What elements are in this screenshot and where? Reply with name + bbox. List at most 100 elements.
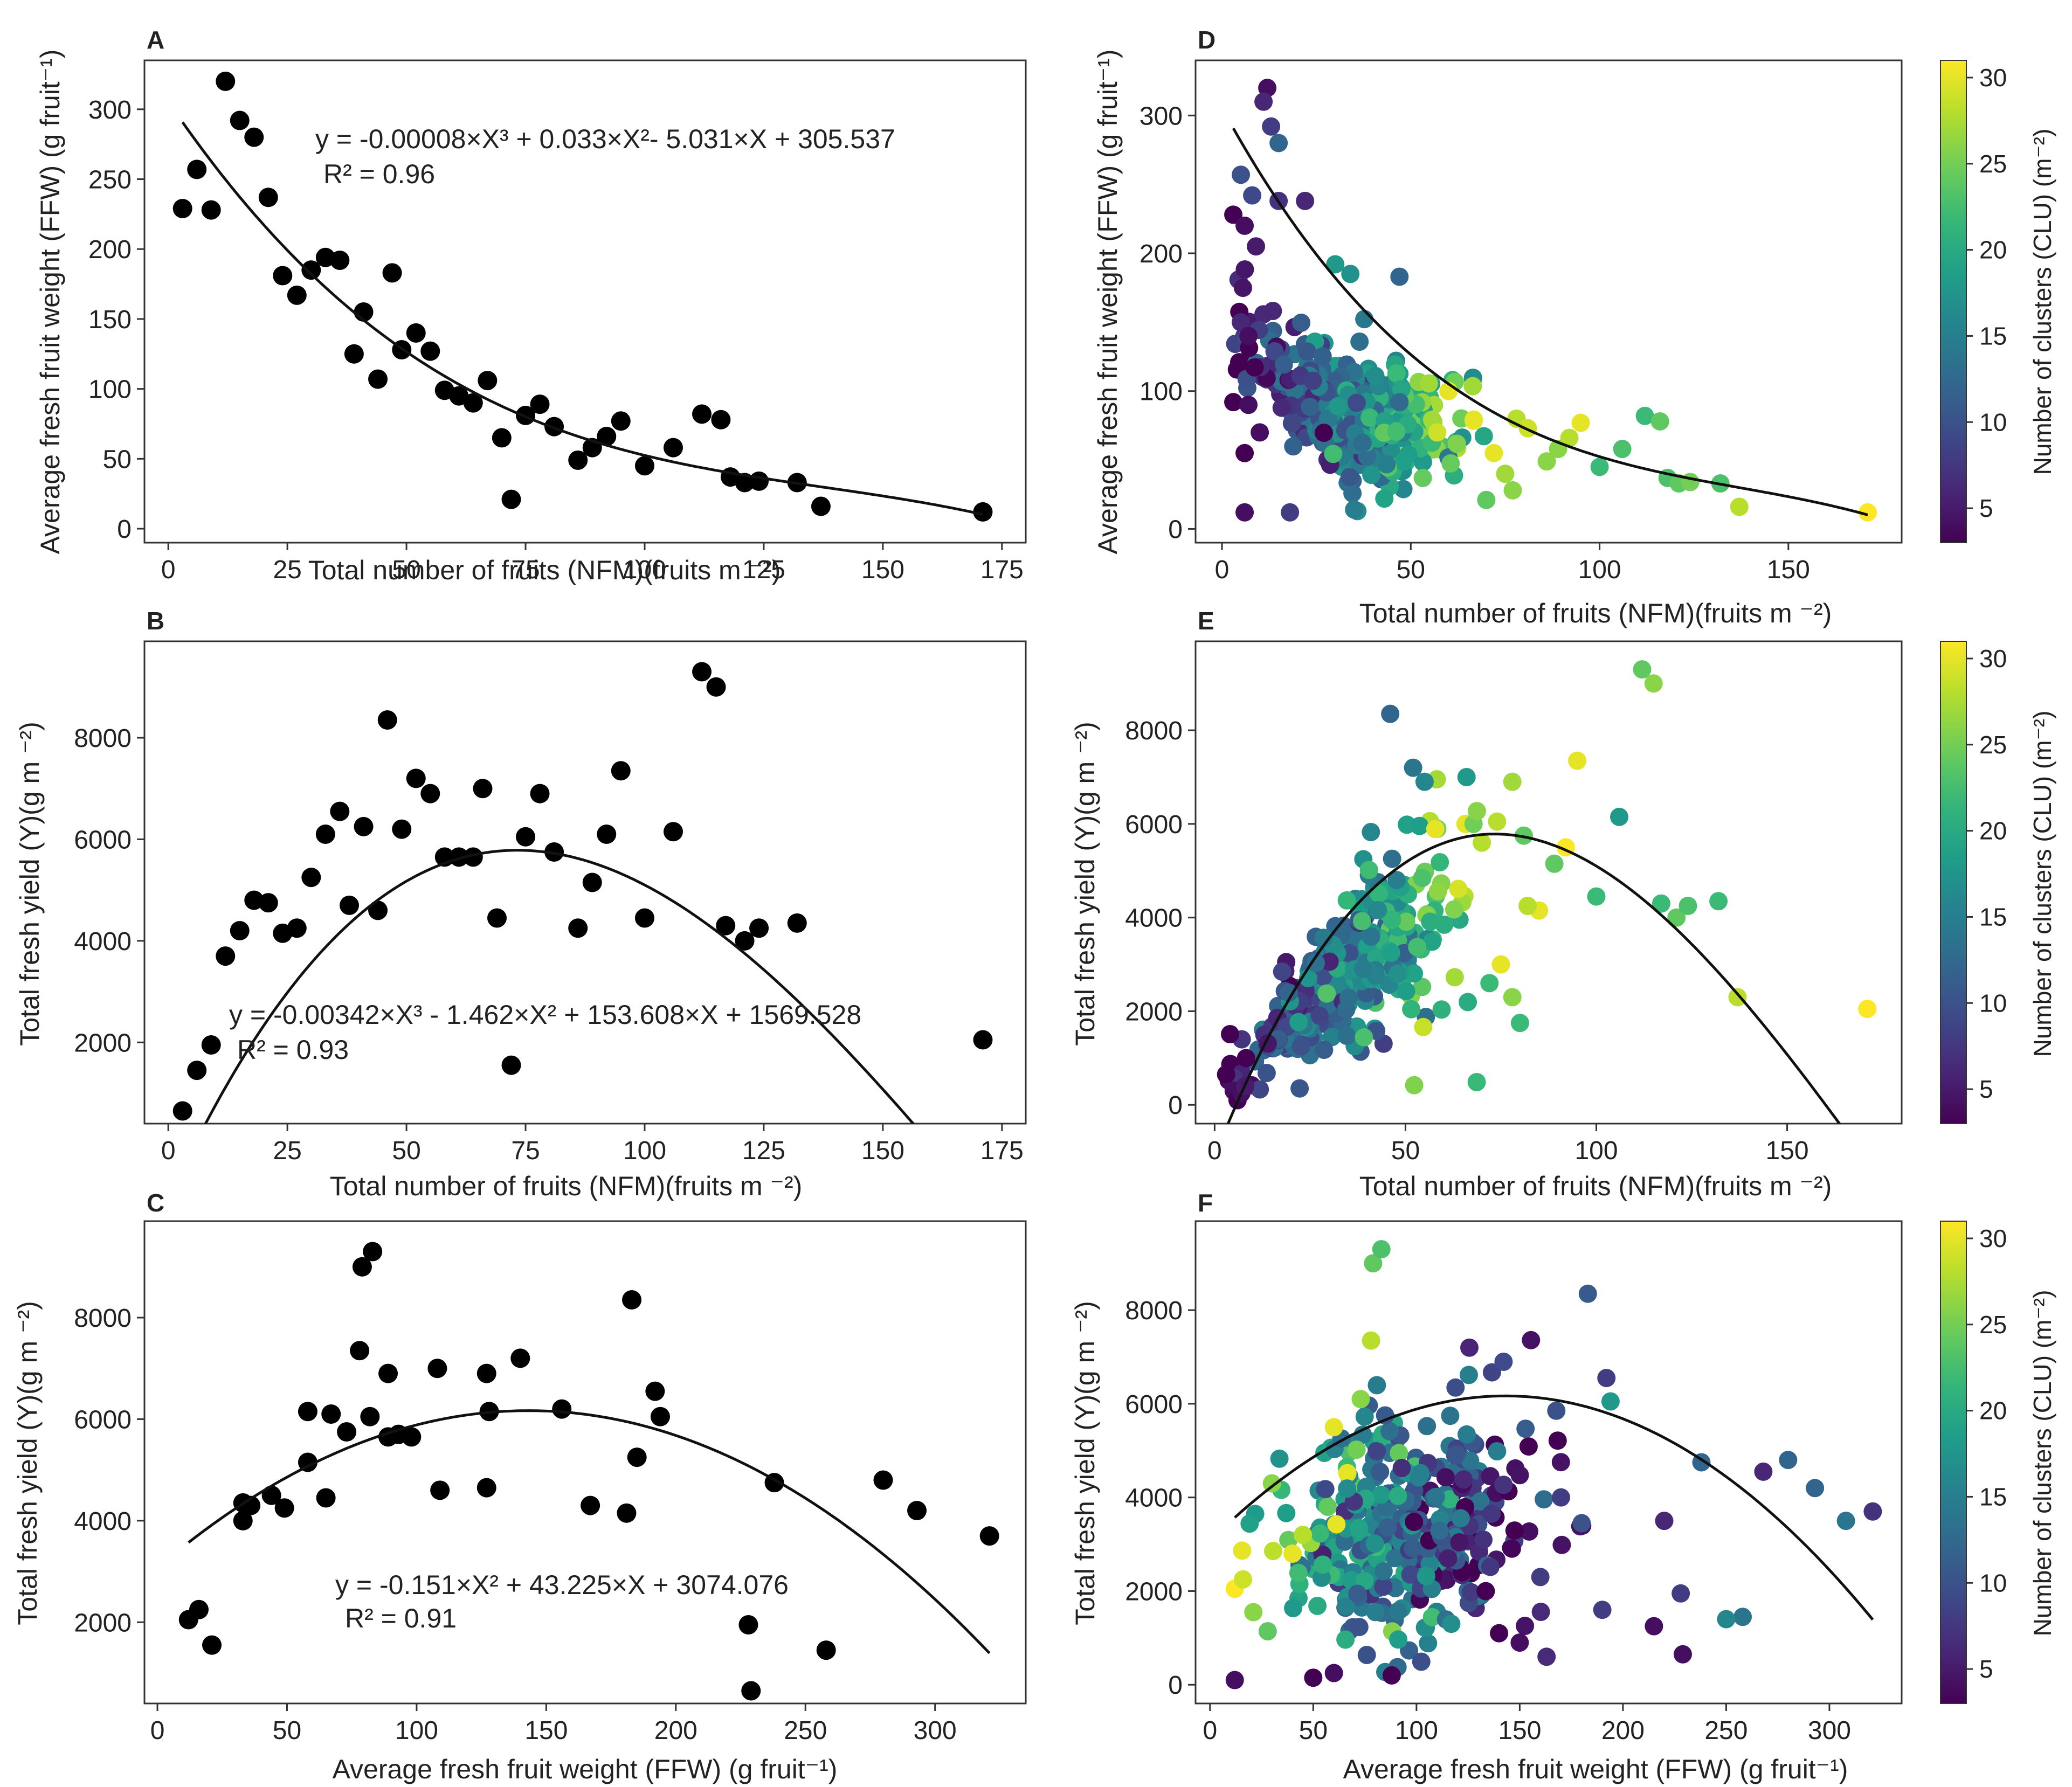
data-point <box>1481 1557 1500 1576</box>
data-point <box>1428 423 1447 442</box>
plot-area <box>178 1242 999 1701</box>
y-tick-label: 6000 <box>1125 1390 1183 1419</box>
data-point <box>1243 186 1262 205</box>
data-point <box>1593 1601 1612 1619</box>
data-point <box>1257 1064 1276 1082</box>
data-point <box>1551 1488 1570 1507</box>
data-point <box>1217 1065 1235 1084</box>
data-point <box>1858 503 1877 522</box>
plot-frame <box>1194 59 1903 544</box>
data-point <box>1366 1603 1385 1622</box>
data-point <box>316 1488 336 1508</box>
data-point <box>1405 964 1423 983</box>
data-point <box>1531 1568 1550 1587</box>
y-tick-label: 4000 <box>74 927 132 956</box>
data-point <box>1476 1582 1495 1601</box>
x-tick-label: 100 <box>395 1716 438 1745</box>
y-tick-label: 8000 <box>74 724 132 753</box>
data-point <box>1806 1479 1825 1498</box>
data-point <box>430 1480 450 1500</box>
fit-curve <box>181 121 984 516</box>
colorbar-gradient <box>1940 641 1967 1124</box>
data-point <box>738 1615 758 1634</box>
x-tick-label: 50 <box>392 556 420 584</box>
data-point <box>1387 364 1406 383</box>
data-point <box>1336 1630 1355 1649</box>
data-point <box>1552 1535 1571 1554</box>
x-tick-label: 200 <box>654 1716 697 1745</box>
y-tick-label: 200 <box>88 236 132 264</box>
data-point <box>1394 480 1413 498</box>
data-point <box>1341 468 1359 487</box>
data-point <box>664 438 683 458</box>
data-point <box>1245 358 1264 377</box>
data-point <box>487 908 507 928</box>
y-axis-title: Total fresh yield (Y)(g m ⁻²) <box>1070 722 1100 1046</box>
colorbar-tick-label: 25 <box>1979 1311 2007 1339</box>
data-point <box>1377 455 1396 474</box>
data-point <box>1503 481 1522 500</box>
fit-curve <box>1226 833 1841 1124</box>
data-point <box>1365 1534 1384 1553</box>
x-tick-label: 150 <box>861 1137 904 1165</box>
data-point <box>1308 1596 1327 1615</box>
data-point <box>463 847 483 867</box>
colorbar-gradient <box>1940 1221 1967 1704</box>
data-point <box>1389 1486 1407 1505</box>
data-point <box>216 71 236 91</box>
data-point <box>1350 1519 1369 1537</box>
x-tick-label: 100 <box>623 1137 666 1165</box>
data-point <box>816 1640 836 1660</box>
data-point <box>1397 982 1415 1001</box>
colorbar-tick-label: 5 <box>1979 1655 1993 1683</box>
data-point <box>1480 974 1499 993</box>
data-point <box>1337 1597 1356 1616</box>
colorbar-tick-label: 10 <box>1979 1569 2007 1597</box>
data-point <box>352 1257 372 1277</box>
data-point <box>1371 1463 1390 1481</box>
data-point <box>492 428 512 448</box>
data-point <box>1548 1431 1567 1450</box>
data-point <box>1449 879 1468 898</box>
data-point <box>406 323 426 343</box>
data-point <box>581 1495 600 1515</box>
data-point <box>1390 393 1409 412</box>
data-point <box>1510 1014 1529 1033</box>
data-point <box>1650 412 1669 431</box>
data-point <box>1337 1027 1356 1045</box>
data-point <box>735 931 755 951</box>
data-point <box>1516 1617 1535 1635</box>
data-point <box>1488 1442 1507 1460</box>
data-point <box>1247 237 1266 256</box>
data-point <box>1372 1240 1391 1259</box>
panel-letter: C <box>147 1189 164 1217</box>
data-point <box>201 1035 221 1055</box>
data-point <box>1457 767 1476 786</box>
data-point <box>287 918 307 938</box>
data-point <box>1733 1608 1752 1626</box>
x-axis-title: Average fresh fruit weight (FFW) (g frui… <box>1343 1754 1848 1784</box>
data-point <box>1355 1407 1374 1426</box>
x-tick-label: 50 <box>1299 1716 1328 1745</box>
y-tick-label: 8000 <box>74 1304 132 1333</box>
data-point <box>1380 1422 1399 1440</box>
data-point <box>1314 967 1332 986</box>
data-point <box>1518 896 1537 915</box>
data-point <box>501 489 521 509</box>
data-point <box>1601 1392 1620 1411</box>
data-point <box>378 1363 398 1383</box>
data-point <box>1863 1502 1882 1521</box>
data-point <box>1320 952 1339 971</box>
colorbar-tick-label: 30 <box>1979 1224 2007 1252</box>
data-point <box>476 1363 496 1383</box>
data-point <box>1441 454 1460 473</box>
data-point <box>1474 427 1493 446</box>
y-tick-label: 2000 <box>1125 998 1183 1026</box>
data-point <box>664 822 683 842</box>
data-point <box>1324 445 1343 463</box>
data-point <box>1362 1331 1380 1350</box>
x-tick-label: 250 <box>784 1716 827 1745</box>
data-point <box>1381 704 1400 723</box>
data-point <box>1413 468 1432 487</box>
data-point <box>1270 1449 1289 1468</box>
